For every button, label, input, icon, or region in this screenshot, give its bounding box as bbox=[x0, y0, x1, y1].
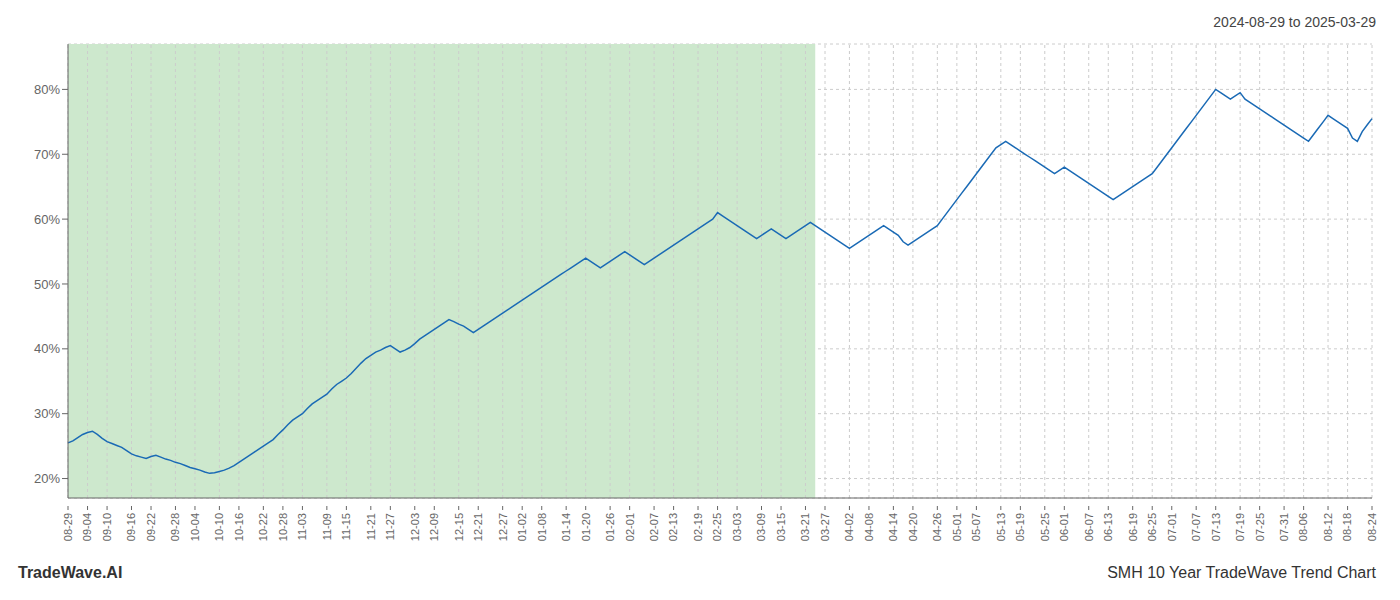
svg-text:11-03: 11-03 bbox=[296, 513, 308, 540]
svg-text:03-03: 03-03 bbox=[731, 513, 743, 541]
svg-text:10-10: 10-10 bbox=[213, 513, 225, 541]
svg-text:01-14: 01-14 bbox=[560, 513, 572, 541]
svg-text:08-18: 08-18 bbox=[1341, 513, 1353, 541]
html-text:2024-08-29 to 2025-03-29: 2024-08-29 to 2025-03-29 bbox=[1213, 14, 1376, 30]
svg-text:08-12: 08-12 bbox=[1322, 513, 1334, 541]
svg-text:06-07: 06-07 bbox=[1083, 513, 1095, 541]
svg-text:09-04: 09-04 bbox=[81, 513, 93, 541]
svg-text:07-19: 07-19 bbox=[1234, 513, 1246, 541]
html-text:TradeWave.AI: TradeWave.AI bbox=[18, 564, 123, 581]
svg-text:07-13: 07-13 bbox=[1210, 513, 1222, 541]
svg-text:09-16: 09-16 bbox=[125, 513, 137, 541]
svg-text:11-27: 11-27 bbox=[384, 513, 396, 540]
svg-text:08-24: 08-24 bbox=[1366, 513, 1378, 541]
svg-text:02-25: 02-25 bbox=[711, 513, 723, 541]
svg-text:06-25: 06-25 bbox=[1146, 513, 1158, 541]
svg-text:20%: 20% bbox=[34, 471, 60, 486]
svg-text:40%: 40% bbox=[34, 341, 60, 356]
svg-text:12-15: 12-15 bbox=[453, 513, 465, 541]
svg-text:06-13: 06-13 bbox=[1102, 513, 1114, 541]
svg-text:04-26: 04-26 bbox=[931, 513, 943, 541]
svg-text:10-16: 10-16 bbox=[233, 513, 245, 541]
svg-text:11-15: 11-15 bbox=[340, 513, 352, 540]
svg-text:01-02: 01-02 bbox=[516, 513, 528, 541]
svg-text:03-09: 03-09 bbox=[755, 513, 767, 541]
svg-text:02-13: 02-13 bbox=[667, 513, 679, 541]
svg-text:02-01: 02-01 bbox=[623, 513, 635, 541]
svg-text:01-08: 01-08 bbox=[536, 513, 548, 541]
svg-text:70%: 70% bbox=[34, 147, 60, 162]
svg-text:05-19: 05-19 bbox=[1014, 513, 1026, 541]
svg-text:30%: 30% bbox=[34, 406, 60, 421]
svg-text:02-07: 02-07 bbox=[648, 513, 660, 541]
svg-text:01-26: 01-26 bbox=[604, 513, 616, 541]
svg-text:05-07: 05-07 bbox=[970, 513, 982, 541]
svg-text:07-01: 07-01 bbox=[1166, 513, 1178, 541]
svg-text:08-06: 08-06 bbox=[1297, 513, 1309, 541]
svg-text:10-22: 10-22 bbox=[257, 513, 269, 541]
svg-text:09-28: 09-28 bbox=[169, 513, 181, 541]
svg-text:50%: 50% bbox=[34, 277, 60, 292]
svg-text:11-21: 11-21 bbox=[365, 513, 377, 540]
svg-text:09-22: 09-22 bbox=[145, 513, 157, 541]
svg-text:03-21: 03-21 bbox=[799, 513, 811, 541]
svg-text:80%: 80% bbox=[34, 82, 60, 97]
svg-text:12-03: 12-03 bbox=[409, 513, 421, 541]
svg-text:01-20: 01-20 bbox=[580, 513, 592, 541]
svg-text:04-02: 04-02 bbox=[843, 513, 855, 541]
svg-text:10-04: 10-04 bbox=[189, 513, 201, 541]
svg-text:05-25: 05-25 bbox=[1039, 513, 1051, 541]
svg-text:06-01: 06-01 bbox=[1058, 513, 1070, 541]
svg-text:12-09: 12-09 bbox=[428, 513, 440, 541]
svg-text:05-01: 05-01 bbox=[951, 513, 963, 541]
svg-text:04-20: 04-20 bbox=[907, 513, 919, 541]
svg-text:11-09: 11-09 bbox=[321, 513, 333, 540]
svg-text:07-25: 07-25 bbox=[1254, 513, 1266, 541]
svg-text:09-10: 09-10 bbox=[101, 513, 113, 541]
svg-text:06-19: 06-19 bbox=[1127, 513, 1139, 541]
svg-text:03-27: 03-27 bbox=[819, 513, 831, 541]
html-text:SMH 10 Year TradeWave Trend Ch: SMH 10 Year TradeWave Trend Chart bbox=[1107, 564, 1376, 581]
svg-text:10-28: 10-28 bbox=[277, 513, 289, 541]
svg-text:04-14: 04-14 bbox=[887, 513, 899, 541]
svg-text:05-13: 05-13 bbox=[995, 513, 1007, 541]
svg-text:08-29: 08-29 bbox=[62, 513, 74, 541]
svg-text:12-27: 12-27 bbox=[497, 513, 509, 541]
svg-text:07-31: 07-31 bbox=[1278, 513, 1290, 541]
svg-text:12-21: 12-21 bbox=[472, 513, 484, 541]
svg-text:02-19: 02-19 bbox=[692, 513, 704, 541]
svg-text:07-07: 07-07 bbox=[1190, 513, 1202, 541]
svg-text:60%: 60% bbox=[34, 212, 60, 227]
svg-text:04-08: 04-08 bbox=[863, 513, 875, 541]
svg-text:03-15: 03-15 bbox=[775, 513, 787, 541]
